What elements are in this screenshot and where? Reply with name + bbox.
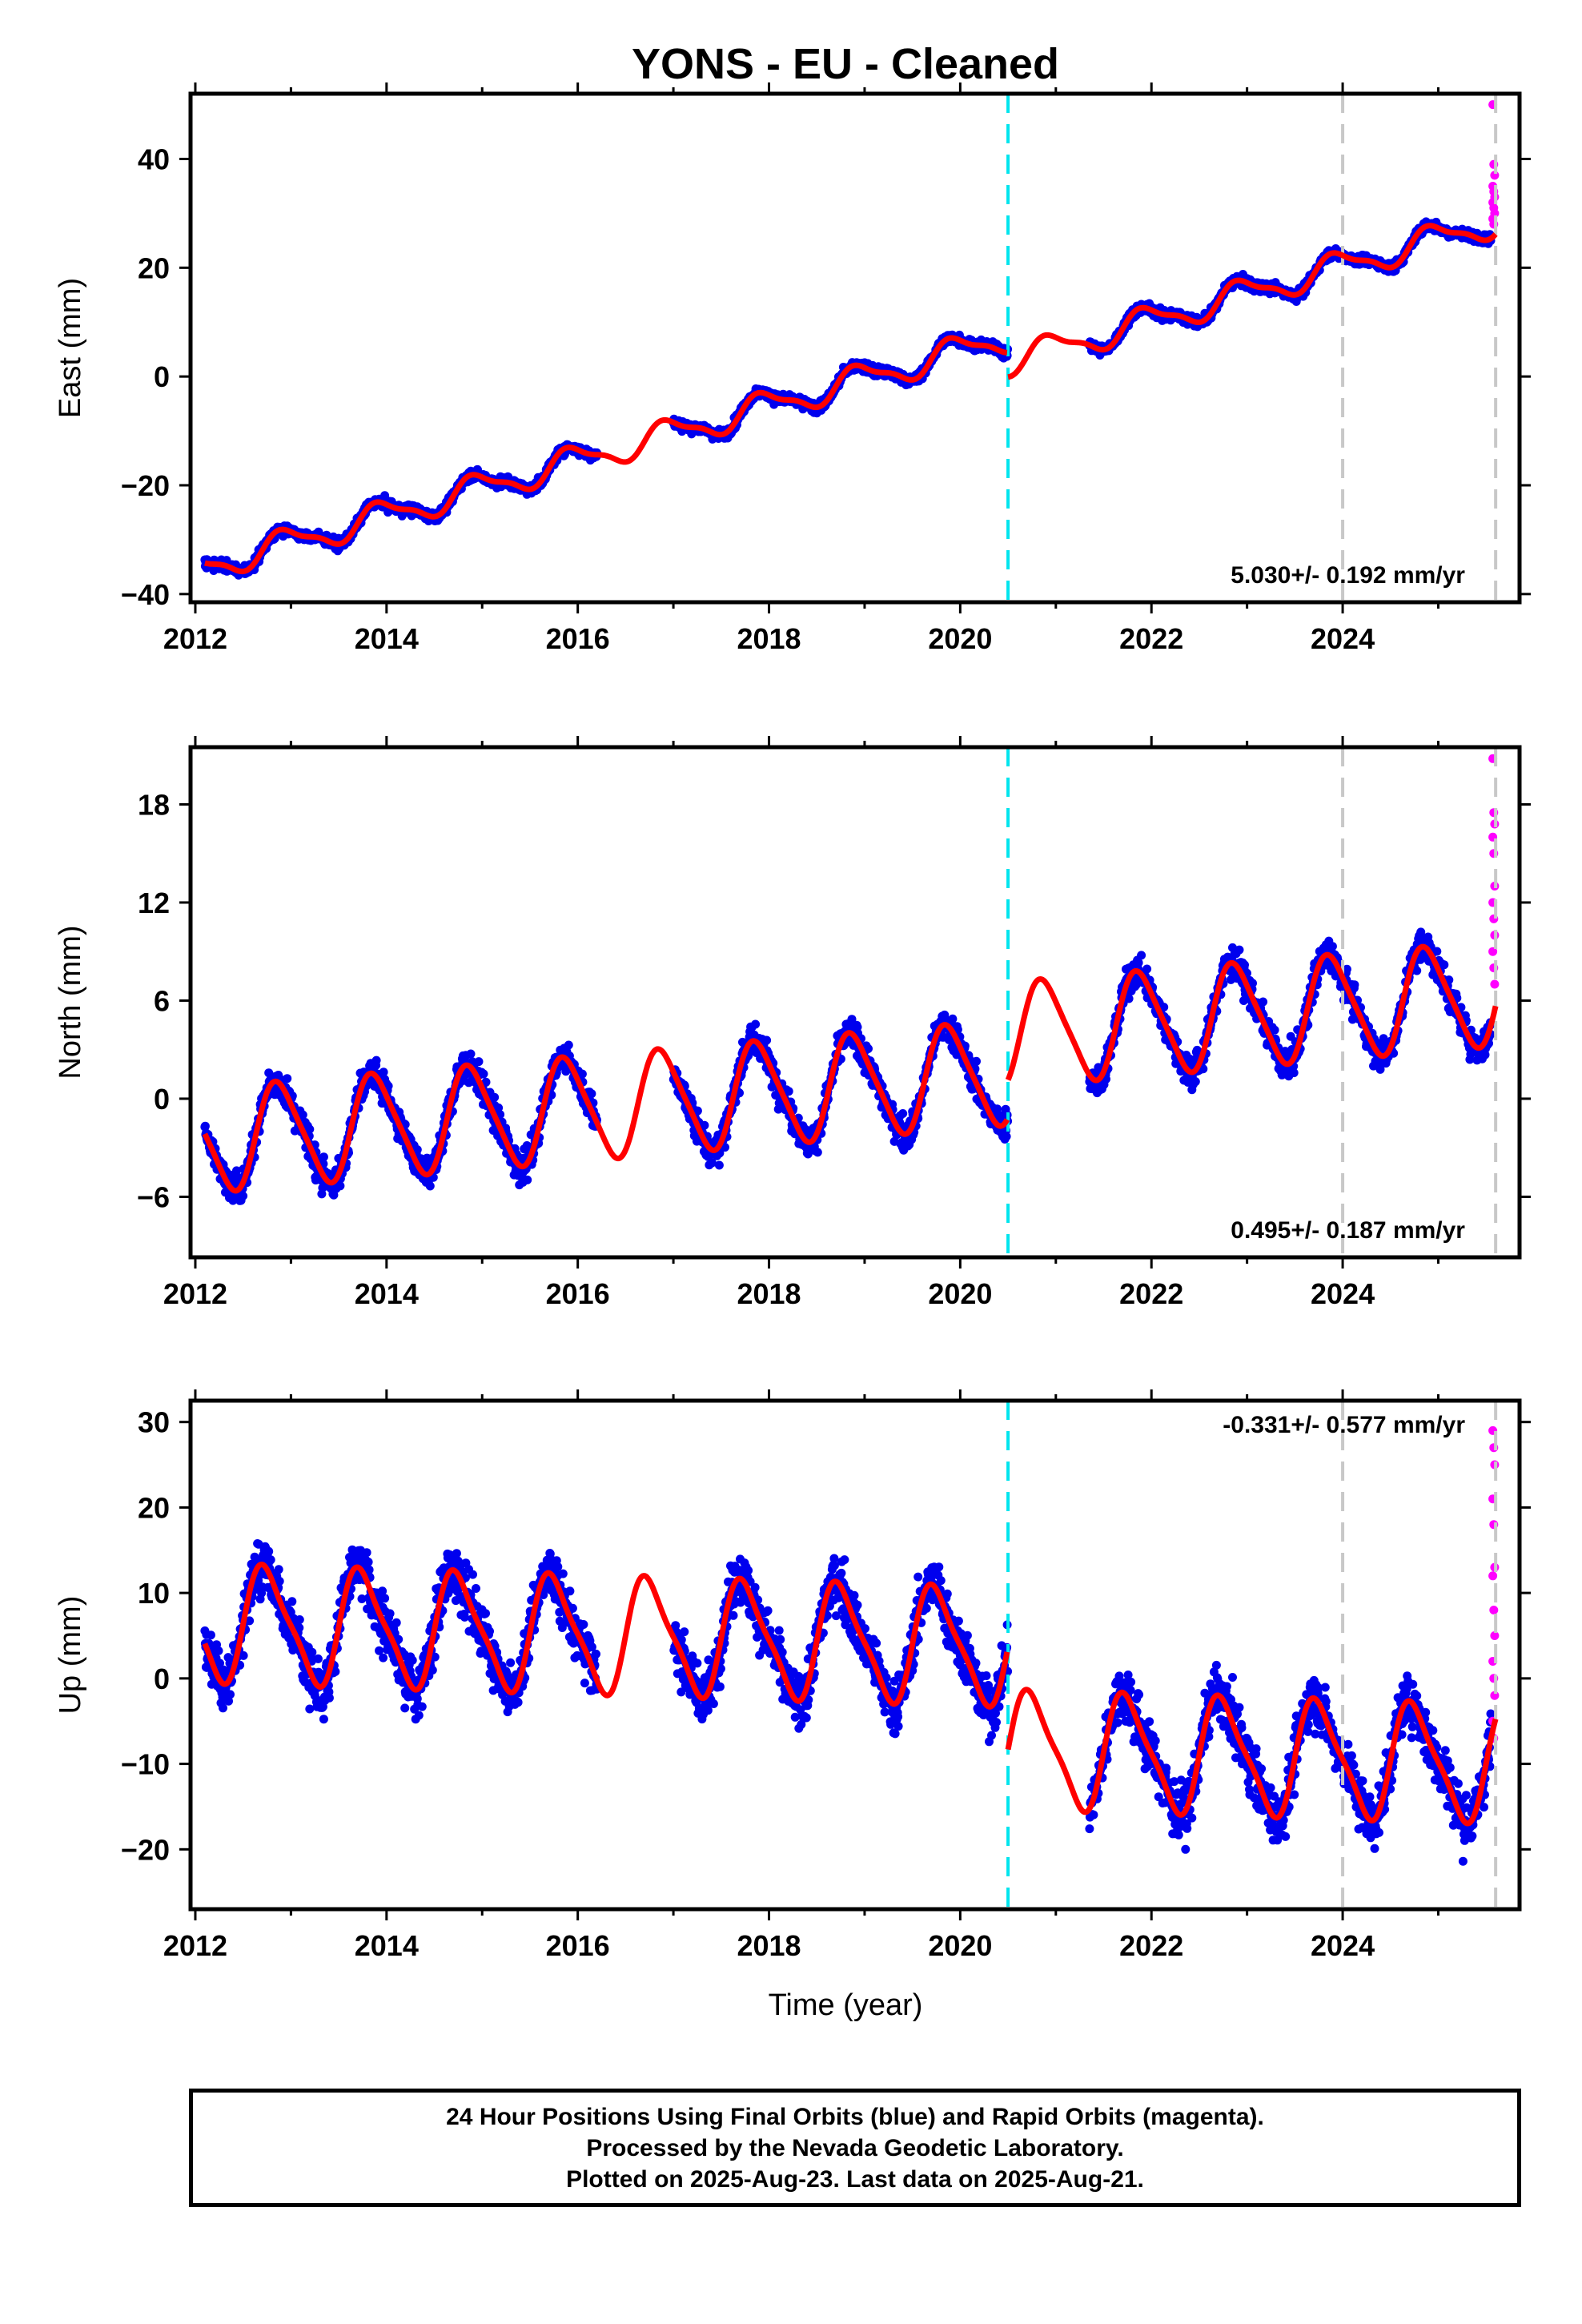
north-point <box>700 1120 709 1130</box>
east-rapid-orbit-points <box>1488 100 1500 229</box>
east-plot-frame <box>188 91 1522 605</box>
north-point <box>1137 951 1146 960</box>
chart-title: YONS - EU - Cleaned <box>632 40 1059 88</box>
north-point <box>564 1040 573 1050</box>
north-point <box>490 1092 500 1102</box>
north-point <box>714 1160 724 1170</box>
north-point <box>751 1019 761 1029</box>
north-point <box>305 1124 315 1134</box>
east-panel: 2012 2014 2016 2018 2020 2022 2024 −40 −20 0 20 40 E… <box>54 82 1531 655</box>
north-point <box>1002 1132 1011 1141</box>
north-point <box>371 1055 381 1065</box>
east-x-tick-label: 2020 <box>928 622 992 655</box>
east-x-tick-label: 2012 <box>163 622 227 655</box>
north-point <box>577 1069 587 1079</box>
north-point <box>335 1181 345 1191</box>
east-x-tick-label: 2014 <box>355 622 419 655</box>
east-rate-label: 5.030+/- 0.192 mm/yr <box>1231 562 1465 589</box>
north-point <box>972 1056 981 1066</box>
east-y-tick-label: 0 <box>154 360 170 393</box>
north-final-orbit-points <box>200 927 1496 1205</box>
east-y-tick-label: −20 <box>121 469 170 502</box>
north-point <box>948 1014 958 1023</box>
north-point <box>466 1049 476 1059</box>
north-point <box>474 1057 484 1067</box>
north-point <box>283 1074 292 1084</box>
north-point <box>523 1175 532 1184</box>
east-x-tick-label: 2016 <box>546 622 610 655</box>
north-point <box>707 1158 717 1168</box>
north-point <box>319 1152 328 1162</box>
north-point <box>232 1166 241 1176</box>
north-point <box>762 1035 772 1045</box>
north-point <box>693 1106 702 1116</box>
north-point <box>479 1069 488 1079</box>
east-y-tick-label: 20 <box>138 251 170 284</box>
north-point <box>298 1110 307 1120</box>
north-point <box>898 1109 908 1118</box>
north-point <box>1191 1077 1200 1087</box>
north-point <box>425 1181 435 1191</box>
east-y-axis-label: East (mm) <box>54 278 87 418</box>
north-point <box>481 1077 491 1087</box>
north-point <box>412 1145 422 1155</box>
east-model-curve-0 <box>204 335 1008 575</box>
north-point <box>1142 964 1152 974</box>
east-model-curve-1 <box>1007 223 1498 380</box>
north-point <box>587 1089 596 1099</box>
east-x-tick-label: 2022 <box>1119 622 1183 655</box>
east-final-orbit-points <box>200 217 1496 580</box>
north-point <box>239 1191 248 1200</box>
east-x-tick-label: 2018 <box>737 622 801 655</box>
north-point <box>813 1148 822 1157</box>
east-x-tick-label: 2024 <box>1311 622 1375 655</box>
east-y-tick-label: −40 <box>121 578 170 611</box>
north-point <box>494 1103 504 1112</box>
north-point <box>383 1081 393 1091</box>
east-y-tick-label: 40 <box>138 143 170 175</box>
north-panel: 2012 2014 2016 2018 2020 2022 2024−6061218Nort… <box>54 736 1531 1310</box>
north-point <box>379 1068 388 1077</box>
north-point <box>200 1121 210 1131</box>
